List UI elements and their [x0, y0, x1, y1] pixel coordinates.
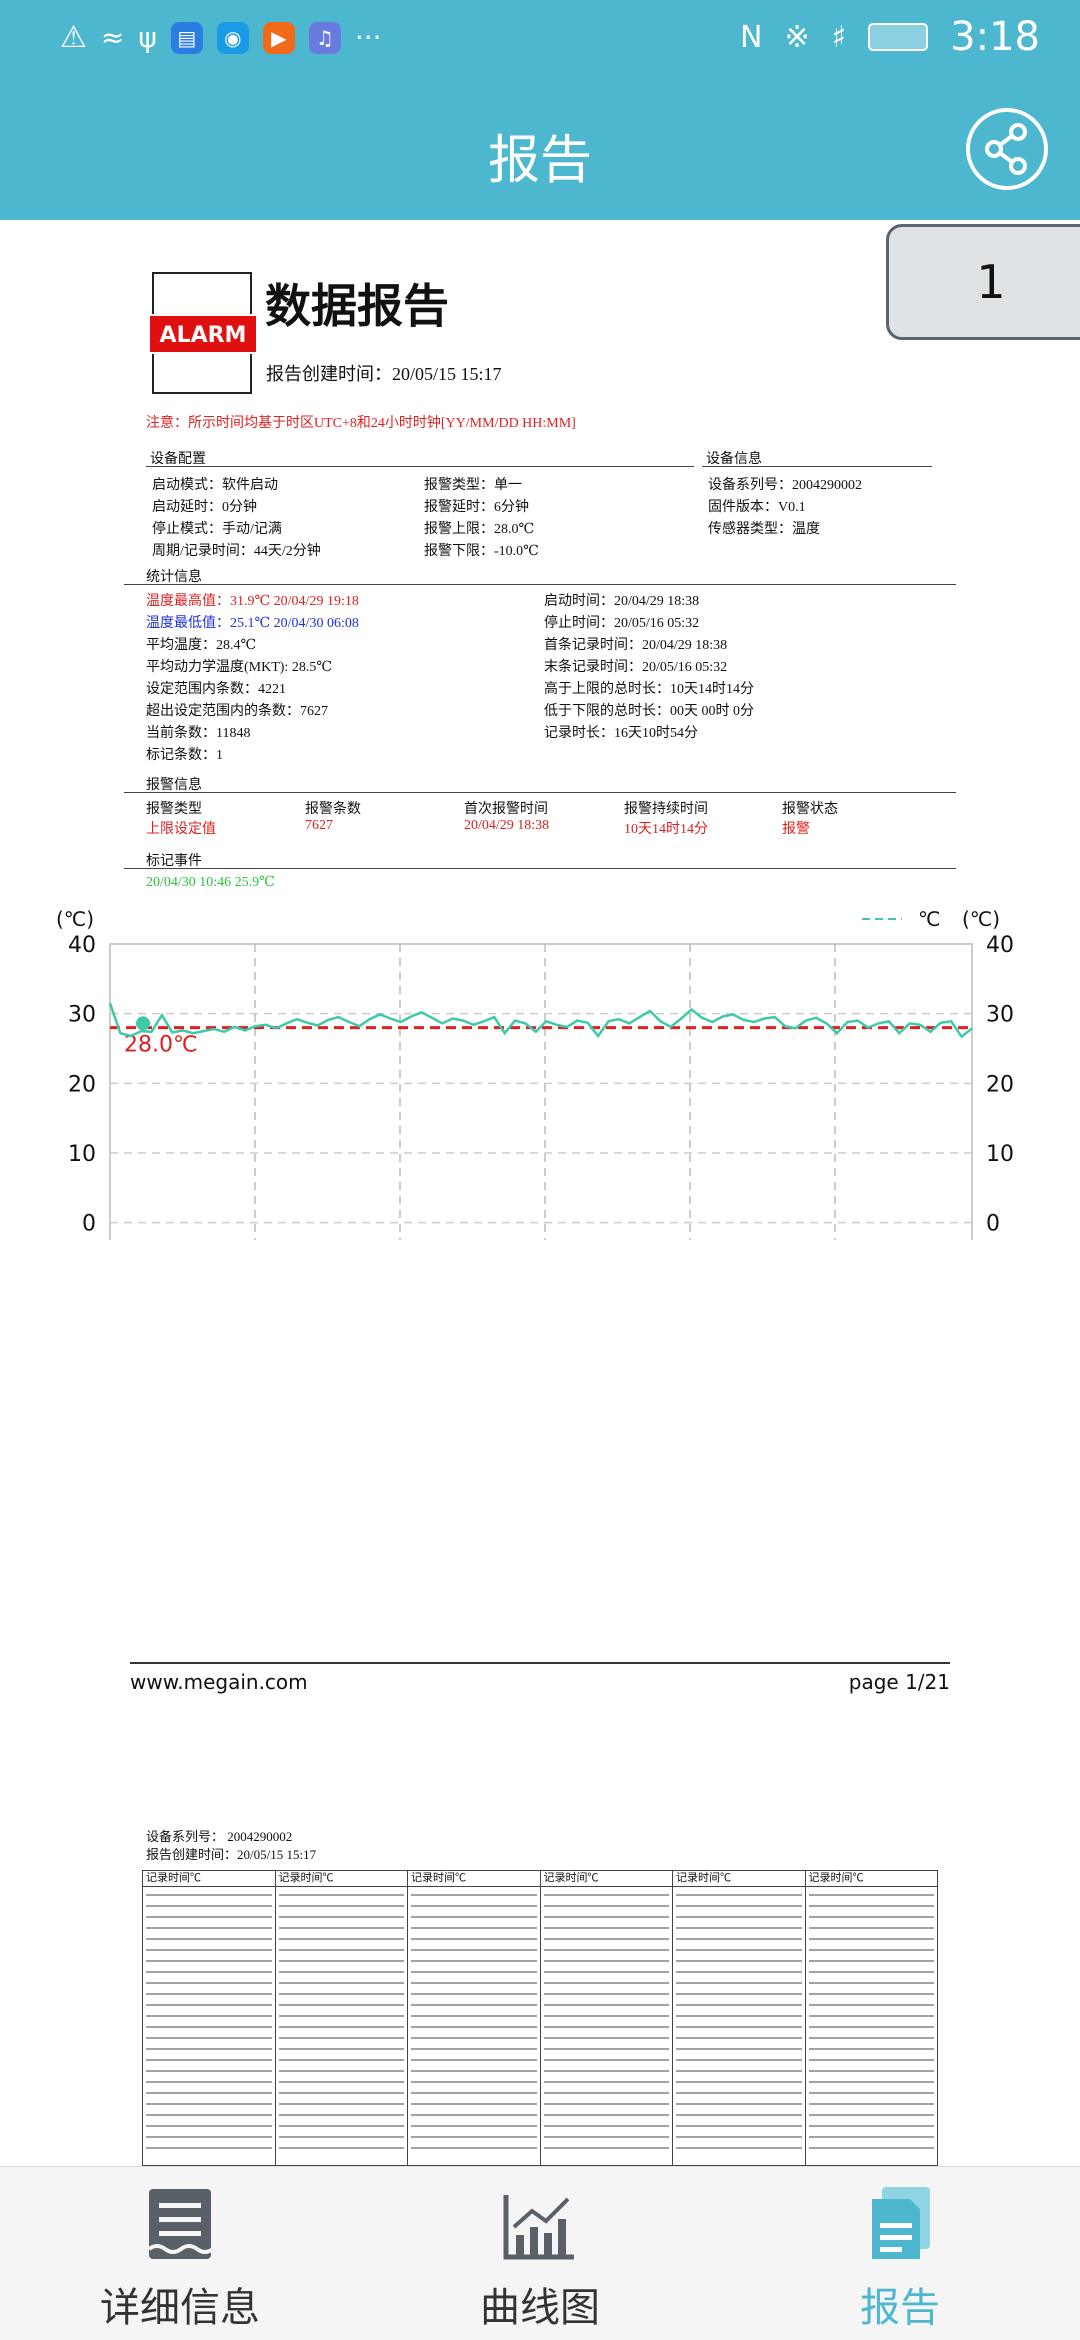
share-button[interactable] [966, 108, 1048, 190]
records-column: 记录时间℃ [540, 1871, 673, 2165]
records-table: 记录时间℃ 记录时间℃ 记录时间℃ 记录时间℃ 记录时间℃ 记录时间℃ [142, 1870, 938, 2166]
mark-heading: 标记事件 [146, 854, 202, 869]
y-tick-right: 10 [986, 1142, 1014, 1167]
tab-report-label: 报告 [860, 2285, 940, 2331]
tab-chart-label: 曲线图 [480, 2285, 600, 2331]
records-column-header: 记录时间℃ [143, 1871, 275, 1887]
y-tick-left: 30 [68, 1003, 96, 1028]
nfc-icon: N [740, 19, 763, 55]
share-icon [985, 123, 1027, 175]
y-tick-right: 30 [986, 1003, 1014, 1028]
y-tick-right: 0 [986, 1212, 1000, 1237]
usb-icon: ψ [138, 21, 157, 54]
tab-chart[interactable]: 曲线图 [360, 2167, 720, 2340]
notification-icons: ⚠ ≈ ψ ▤ ◉ ▶ ♫ ··· [60, 20, 382, 55]
records-column: 记录时间℃ [408, 1871, 541, 2165]
tab-report[interactable]: 报告 [720, 2167, 1080, 2340]
battery-icon [868, 23, 929, 51]
y-tick-right: 40 [986, 933, 1014, 958]
y-tick-left: 10 [68, 1142, 96, 1167]
alarm-badge: ALARM [148, 314, 258, 354]
timezone-notice: 注意：所示时间均基于时区UTC+8和24小时时钟[YY/MM/DD HH:MM] [146, 416, 576, 431]
records-column-header: 记录时间℃ [673, 1871, 805, 1887]
clock: 3:18 [950, 14, 1040, 60]
bottom-nav: 详细信息 曲线图 报告 [0, 2166, 1080, 2340]
records-column-body [676, 1891, 802, 2151]
records-column: 记录时间℃ [673, 1871, 806, 2165]
y-tick-left: 40 [68, 933, 96, 958]
upper-limit-label: 28.0℃ [124, 1033, 198, 1058]
report-document-icon [872, 2187, 930, 2259]
video-icon: ▶ [262, 21, 295, 54]
footer-rule [130, 1662, 950, 1664]
page2-serial: 设备系列号： 2004290002 [146, 1829, 293, 1844]
page-title: 报告 [487, 131, 592, 191]
mute-icon: ♯ [831, 19, 847, 55]
temperature-series-line [108, 1002, 973, 1039]
y-unit-left: (℃) [56, 910, 94, 931]
footer-page: page 1/21 [848, 1670, 950, 1694]
records-column-body [543, 1891, 669, 2151]
tab-details-label: 详细信息 [100, 2285, 260, 2331]
records-column-header: 记录时间℃ [408, 1871, 540, 1887]
records-column: 记录时间℃ [143, 1871, 276, 2165]
alarm-logo: ALARM [148, 272, 258, 394]
mark-event: 20/04/30 10:46 25.9℃ [146, 875, 275, 890]
more-dots: ··· [354, 21, 382, 54]
records-column: 记录时间℃ [275, 1871, 408, 2165]
system-icons: N ※ ♯ 3:18 [740, 14, 1040, 60]
records-column-header: 记录时间℃ [275, 1871, 407, 1887]
records-column: 记录时间℃ [805, 1871, 937, 2165]
footer-url: www.megain.com [130, 1670, 308, 1694]
wifi-icon: ≈ [100, 21, 125, 54]
report-title: 数据报告 [265, 279, 449, 333]
records-column-body [278, 1891, 404, 2151]
y-unit-right: (℃) [962, 910, 1000, 931]
status-bar: ⚠ ≈ ψ ▤ ◉ ▶ ♫ ··· N ※ ♯ 3:18 [0, 0, 1080, 76]
alarm-heading: 报警信息 [146, 778, 202, 793]
stats-heading: 统计信息 [146, 570, 202, 585]
device-config-heading: 设备配置 [150, 452, 206, 467]
y-tick-left: 20 [68, 1072, 96, 1097]
tab-details[interactable]: 详细信息 [0, 2167, 360, 2340]
mark-event-point [136, 1016, 150, 1031]
records-column-body [146, 1891, 272, 2151]
app-bar: 报告 [0, 76, 1080, 220]
page-indicator: 1 [886, 224, 1080, 340]
records-column-body [808, 1891, 934, 2151]
plot-frame [109, 943, 973, 1240]
page2-created: 报告创建时间：20/05/15 15:17 [146, 1847, 317, 1862]
device-info-heading: 设备信息 [706, 452, 762, 467]
y-tick-left: 0 [82, 1212, 96, 1237]
music-icon: ♫ [308, 21, 341, 54]
report-created: 报告创建时间：20/05/15 15:17 [266, 364, 502, 384]
bluetooth-icon: ※ [784, 19, 810, 55]
records-column-header: 记录时间℃ [540, 1871, 672, 1887]
document-list-icon [147, 2189, 215, 2259]
line-chart-icon [503, 2195, 574, 2260]
records-column-body [411, 1891, 537, 2151]
browser-icon: ◉ [216, 21, 249, 54]
app-icon: ▤ [170, 21, 203, 54]
report-viewer[interactable]: ALARM 数据报告 报告创建时间：20/05/15 15:17 注意：所示时间… [0, 220, 1080, 2166]
records-column-header: 记录时间℃ [805, 1871, 937, 1887]
y-tick-right: 20 [986, 1072, 1014, 1097]
legend-label: ℃ [918, 910, 940, 931]
alert-icon: ⚠ [60, 20, 87, 55]
